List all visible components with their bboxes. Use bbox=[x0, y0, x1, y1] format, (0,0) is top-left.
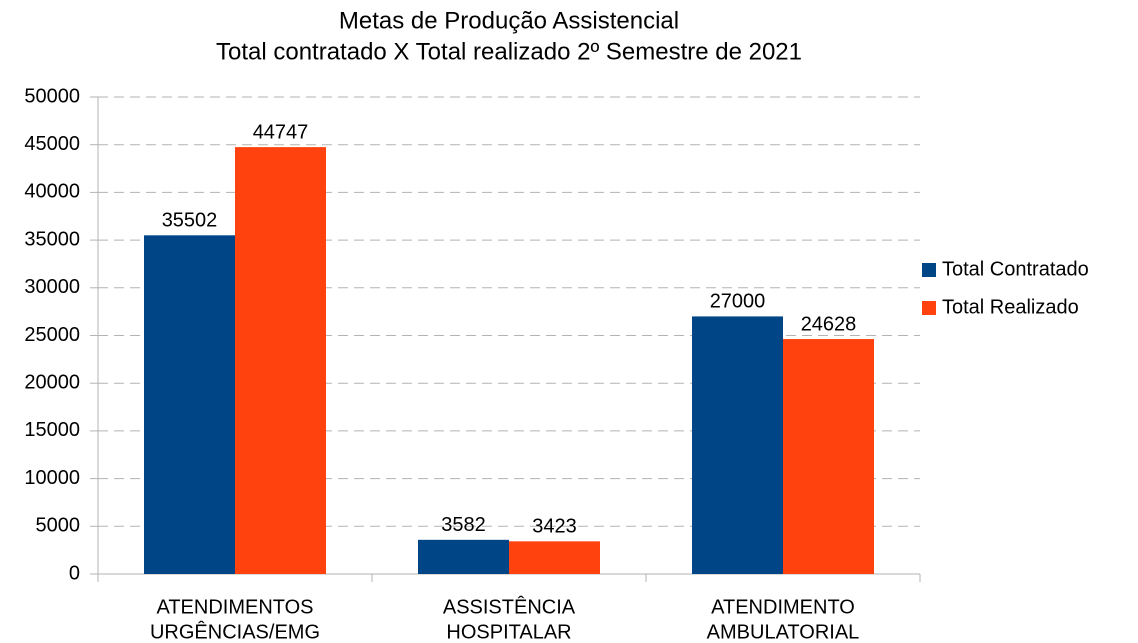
y-tick-label: 0 bbox=[69, 562, 80, 584]
y-tick-label: 25000 bbox=[24, 324, 80, 346]
y-tick-label: 30000 bbox=[24, 276, 80, 298]
x-tick-label: AMBULATORIAL bbox=[707, 621, 860, 643]
x-tick-label: ASSISTÊNCIA bbox=[443, 595, 576, 618]
bar bbox=[418, 539, 509, 574]
legend-swatch bbox=[922, 301, 936, 315]
y-tick-label: 10000 bbox=[24, 467, 80, 489]
x-tick-label: HOSPITALAR bbox=[446, 621, 571, 643]
y-tick-label: 45000 bbox=[24, 133, 80, 155]
chart-title: Metas de Produção Assistencial bbox=[339, 7, 679, 34]
bar bbox=[509, 541, 600, 574]
y-tick-label: 15000 bbox=[24, 419, 80, 441]
y-tick-label: 20000 bbox=[24, 371, 80, 393]
y-tick-label: 40000 bbox=[24, 181, 80, 203]
y-tick-label: 5000 bbox=[36, 515, 81, 537]
bar bbox=[144, 235, 235, 574]
legend-label: Total Realizado bbox=[942, 296, 1079, 318]
data-label: 24628 bbox=[801, 313, 857, 335]
y-tick-label: 50000 bbox=[24, 85, 80, 107]
data-label: 3423 bbox=[532, 516, 577, 538]
data-label: 44747 bbox=[253, 121, 309, 143]
legend-label: Total Contratado bbox=[942, 258, 1089, 280]
bar bbox=[783, 339, 874, 574]
data-label: 35502 bbox=[162, 210, 218, 232]
x-tick-label: ATENDIMENTOS bbox=[156, 596, 313, 618]
y-tick-label: 35000 bbox=[24, 228, 80, 250]
legend-swatch bbox=[922, 263, 936, 277]
bar bbox=[235, 147, 326, 574]
x-tick-label: URGÊNCIAS/EMG bbox=[150, 620, 320, 643]
data-label: 27000 bbox=[710, 291, 766, 313]
bar bbox=[692, 316, 783, 574]
data-label: 3582 bbox=[441, 514, 486, 536]
chart-subtitle: Total contratado X Total realizado 2º Se… bbox=[216, 38, 802, 65]
x-tick-label: ATENDIMENTO bbox=[711, 596, 855, 618]
